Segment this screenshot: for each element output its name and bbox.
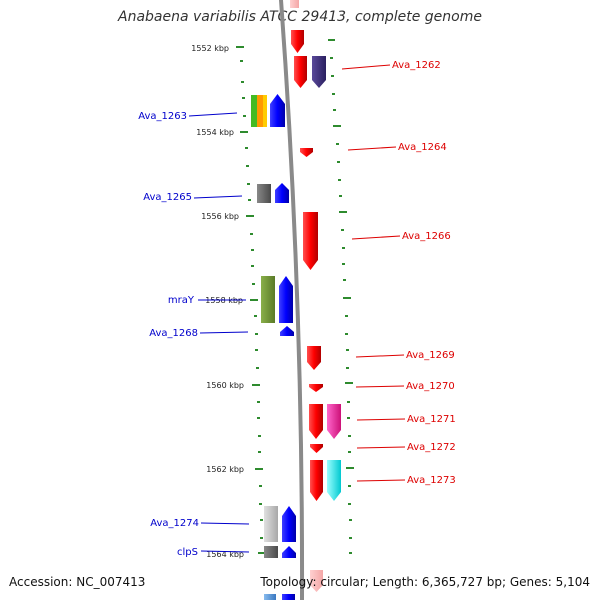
gene-label-ava-1274[interactable]: Ava_1274	[150, 518, 199, 529]
scale-label-1560: 1560 kbp	[206, 381, 244, 390]
scale-label-1562: 1562 kbp	[206, 465, 244, 474]
scale-label-1554: 1554 kbp	[196, 128, 234, 137]
gene-label-ava-1265[interactable]: Ava_1265	[143, 192, 192, 203]
gene-mray-olive[interactable]	[261, 276, 275, 323]
gene-ava-1273[interactable]	[327, 460, 341, 501]
gene-ava-1262-red[interactable]	[294, 56, 307, 88]
gene-ava-1265-gray[interactable]	[257, 184, 271, 203]
gene-ava-1271-red[interactable]	[309, 404, 323, 439]
gene-label-ava-1273[interactable]: Ava_1273	[407, 475, 456, 486]
gene-label-ava-1271[interactable]: Ava_1271	[407, 414, 456, 425]
forward-strand-genes	[290, 0, 341, 592]
gene-ava-1274-gray[interactable]	[264, 506, 278, 542]
genome-summary-label: Topology: circular; Length: 6,365,727 bp…	[260, 575, 590, 589]
gene-ava-1263[interactable]	[270, 94, 285, 127]
gene-partial-pink-top[interactable]	[290, 0, 299, 8]
gene-label-ava-1269[interactable]: Ava_1269	[406, 350, 455, 361]
label-connectors-reverse	[188, 112, 250, 553]
gene-ava-1271[interactable]	[327, 404, 341, 439]
gene-ava-1269[interactable]	[307, 346, 321, 370]
gene-label-ava-1263[interactable]: Ava_1263	[138, 111, 187, 122]
gene-ava-1261[interactable]	[291, 30, 304, 53]
accession-label: Accession: NC_007413	[9, 575, 146, 589]
gene-ava-1263-yellow[interactable]	[263, 95, 267, 127]
gene-ava-1263-green[interactable]	[251, 95, 257, 127]
gene-partial-steel-bottom[interactable]	[264, 594, 276, 600]
gene-ava-1262[interactable]	[312, 56, 326, 88]
gene-ava-1268[interactable]	[280, 326, 294, 336]
gene-ava-1274[interactable]	[282, 506, 296, 542]
scale-ticks-left	[236, 46, 266, 554]
gene-clps-gray[interactable]	[264, 546, 278, 558]
gene-ava-1263-orange[interactable]	[257, 95, 263, 127]
gene-label-ava-1264[interactable]: Ava_1264	[398, 142, 447, 153]
gene-label-clps[interactable]: clpS	[177, 547, 198, 558]
gene-label-mray[interactable]: mraY	[168, 295, 195, 306]
gene-label-ava-1270[interactable]: Ava_1270	[406, 381, 455, 392]
scale-ticks-right	[328, 39, 354, 554]
scale-label-1564: 1564 kbp	[206, 550, 244, 559]
gene-ava-1270[interactable]	[309, 384, 323, 392]
gene-partial-pink-bottom[interactable]	[310, 570, 323, 592]
gene-label-ava-1262[interactable]: Ava_1262	[392, 60, 441, 71]
gene-ava-1273-red[interactable]	[310, 460, 323, 501]
gene-ava-1272[interactable]	[310, 444, 323, 453]
gene-mray[interactable]	[279, 276, 293, 323]
scale-label-1552: 1552 kbp	[191, 44, 229, 53]
gene-label-ava-1266[interactable]: Ava_1266	[402, 231, 451, 242]
gene-ava-1264[interactable]	[300, 148, 313, 157]
gene-clps[interactable]	[282, 546, 296, 558]
gene-ava-1265[interactable]	[275, 183, 289, 203]
gene-label-ava-1272[interactable]: Ava_1272	[407, 442, 456, 453]
gene-label-ava-1268[interactable]: Ava_1268	[149, 328, 198, 339]
label-connectors-forward	[341, 64, 406, 482]
reverse-strand-genes	[251, 94, 296, 600]
genome-backbone	[279, 0, 305, 600]
map-title: Anabaena variabilis ATCC 29413, complete…	[118, 9, 482, 25]
gene-ava-1266[interactable]	[303, 212, 318, 270]
gene-partial-blue-bottom[interactable]	[282, 594, 295, 600]
scale-label-1556: 1556 kbp	[201, 212, 239, 221]
